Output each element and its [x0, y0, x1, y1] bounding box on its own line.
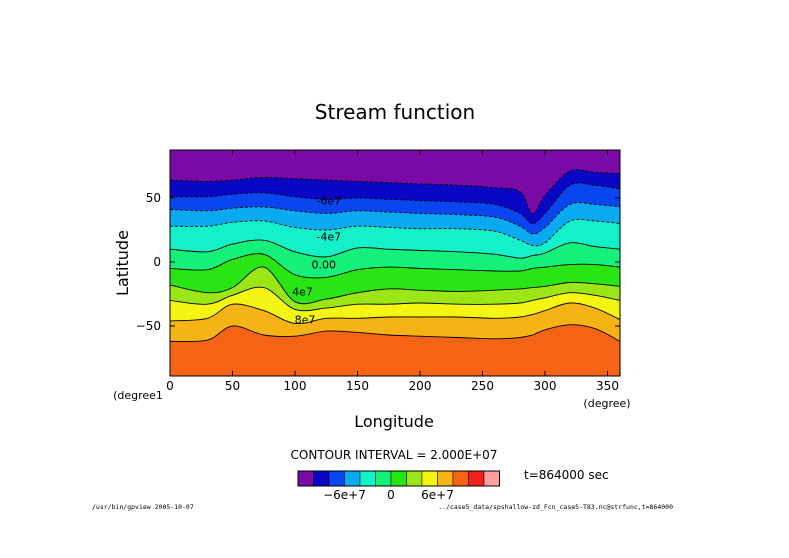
x-axis-label: Longitude	[354, 412, 434, 431]
colorbar-label: 6e+7	[421, 488, 454, 502]
x-tick-label: 50	[225, 379, 240, 393]
footer-right: ../case5_data/spshallow-zd_Fcn_case5-T83…	[438, 503, 673, 511]
footer-left: /usr/bin/gpview 2005-10-07	[92, 503, 194, 511]
contour-line	[170, 218, 620, 247]
colorbar-swatch	[390, 470, 407, 487]
contour-line	[170, 302, 620, 325]
colorbar-label: −6e+7	[323, 488, 366, 502]
contour-line	[170, 253, 620, 279]
colorbar-swatch	[344, 470, 361, 487]
contour-line	[170, 169, 620, 214]
x-tick-label: 200	[409, 379, 432, 393]
colorbar-swatch	[452, 470, 469, 487]
contour-line	[170, 266, 620, 305]
contour-label: 8e7	[295, 314, 316, 327]
x-tick-label: 350	[596, 379, 619, 393]
colorbar-swatch	[375, 470, 392, 487]
colorbar-swatch	[421, 470, 438, 487]
contour-line	[170, 202, 620, 235]
colorbar-swatch	[468, 470, 485, 487]
y-tick-label: 0	[153, 255, 161, 269]
x-tick-label: 250	[471, 379, 494, 393]
time-label: t=864000 sec	[524, 468, 609, 482]
contour-line	[170, 324, 620, 343]
x-tick-label: 300	[534, 379, 557, 393]
contour-line	[170, 182, 620, 225]
colorbar	[297, 470, 500, 487]
plot-area: -6e7 -4e7 0.00 4e7 8e7	[170, 150, 620, 376]
color-band	[170, 324, 620, 376]
colorbar-frame	[297, 470, 500, 487]
colorbar-swatch	[328, 470, 345, 487]
colorbar-swatch	[483, 470, 500, 487]
contour-line	[170, 239, 620, 259]
y-axis-unit: (degree1	[113, 389, 163, 402]
contour-line	[170, 286, 620, 312]
contour-label: -6e7	[316, 195, 341, 208]
contour-label: 0.00	[312, 259, 337, 272]
y-tick-label: 50	[146, 191, 161, 205]
chart-title: Stream function	[315, 100, 475, 124]
x-tick-label: 100	[284, 379, 307, 393]
y-tick-label: −50	[136, 319, 161, 333]
contour-label: -4e7	[316, 230, 341, 243]
y-axis-label: Latitude	[113, 230, 132, 296]
x-tick-label: 150	[346, 379, 369, 393]
colorbar-swatch	[313, 470, 330, 487]
colorbar-swatch	[297, 470, 314, 487]
contour-label: 4e7	[292, 285, 313, 298]
plot-frame	[169, 149, 621, 377]
colorbar-swatch	[437, 470, 454, 487]
contour-interval-text: CONTOUR INTERVAL = 2.000E+07	[291, 448, 498, 462]
x-tick-label: 0	[166, 379, 174, 393]
colorbar-label: 0	[387, 488, 395, 502]
colorbar-swatch	[406, 470, 423, 487]
colorbar-swatch	[359, 470, 376, 487]
x-axis-unit: (degree)	[583, 397, 630, 410]
